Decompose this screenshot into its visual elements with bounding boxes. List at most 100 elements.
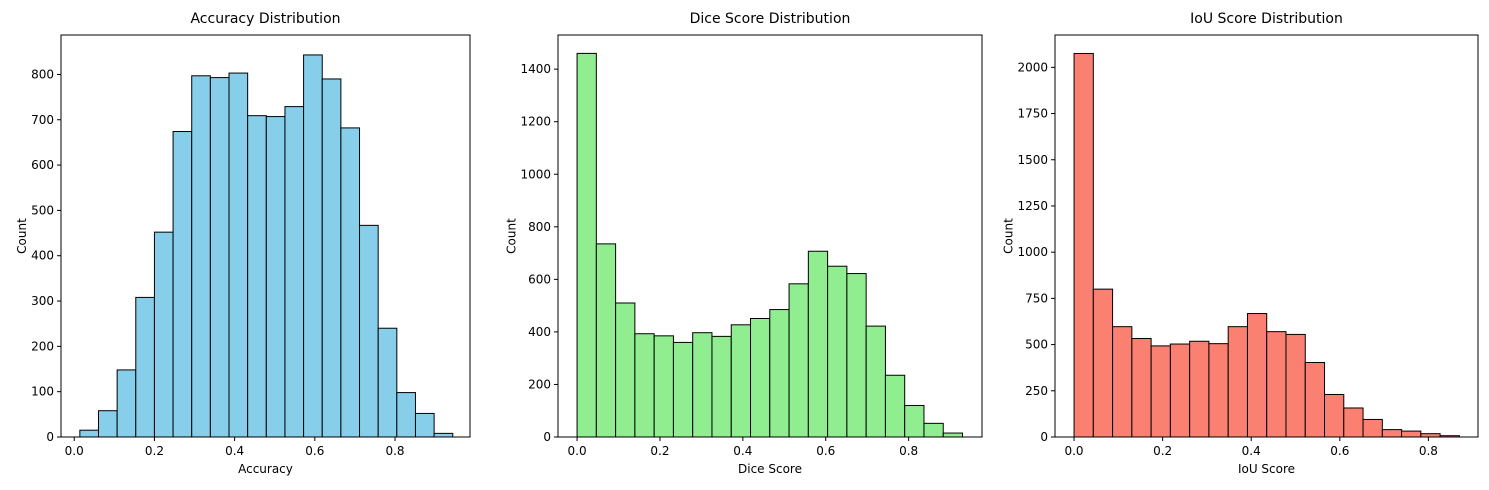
dice-axes-frame [557, 34, 983, 438]
dice-score-histogram: 0.0 0.2 0.4 0.6 0.8 0 200 400 600 800 1000 1200 1400… [505, 11, 983, 476]
iou-bar-16 [1381, 429, 1403, 438]
dice-bar-15 [865, 325, 886, 438]
iou-bar-6 [1189, 340, 1210, 438]
accuracy-ytick-label-7: 700 [31, 113, 54, 127]
accuracy-bar-4 [153, 231, 174, 438]
accuracy-bar-16 [377, 327, 398, 438]
dice-bar-11 [788, 283, 809, 438]
dice-bar-12 [807, 250, 829, 438]
accuracy-bar-7 [209, 77, 230, 438]
accuracy-ytick-label-3: 300 [31, 294, 54, 308]
iou-xtick-label-1: 0.2 [1153, 444, 1172, 458]
accuracy-bar-8 [228, 72, 249, 438]
dice-bar-19 [942, 432, 964, 438]
iou-bar-8 [1227, 326, 1248, 438]
dice-ytick-label-5: 1000 [520, 167, 551, 181]
iou-bar-1 [1092, 288, 1114, 438]
accuracy-bar-19 [433, 432, 454, 438]
iou-ytick-label-1: 250 [1025, 384, 1048, 398]
iou-bar-9 [1246, 313, 1268, 438]
accuracy-x-axis-label: Accuracy [238, 462, 293, 476]
accuracy-xtick-label-2: 0.4 [225, 444, 244, 458]
dice-ytick-label-1: 200 [528, 377, 551, 391]
iou-ytick-label-6: 1500 [1017, 153, 1048, 167]
iou-bar-12 [1304, 362, 1326, 438]
dice-bar-17 [904, 404, 925, 438]
accuracy-ytick-label-8: 800 [31, 67, 54, 81]
iou-bar-10 [1266, 331, 1287, 438]
accuracy-bar-15 [359, 224, 379, 438]
dice-bar-2 [615, 302, 636, 438]
accuracy-bar-12 [303, 54, 323, 438]
dice-xtick-label-2: 0.4 [733, 444, 752, 458]
dice-ytick-label-4: 800 [528, 220, 551, 234]
accuracy-ytick-label-6: 600 [31, 158, 54, 172]
accuracy-bar-6 [191, 75, 211, 438]
iou-xtick-label-4: 0.8 [1419, 444, 1438, 458]
accuracy-ytick-label-1: 100 [31, 385, 54, 399]
iou-ytick-label-8: 2000 [1017, 60, 1048, 74]
iou-ytick-label-7: 1750 [1017, 107, 1048, 121]
dice-ytick-label-3: 600 [528, 272, 551, 286]
dice-y-axis-label: Count [505, 218, 519, 254]
dice-bar-14 [846, 273, 867, 438]
dice-bar-6 [692, 332, 713, 438]
iou-bar-4 [1150, 345, 1171, 438]
accuracy-bar-17 [396, 392, 416, 438]
dice-bar-9 [750, 318, 771, 438]
accuracy-bar-13 [321, 78, 342, 438]
dice-ytick-label-2: 400 [528, 325, 551, 339]
iou-bar-15 [1362, 418, 1383, 438]
dice-bar-5 [672, 341, 694, 438]
iou-ytick-label-4: 1000 [1017, 245, 1048, 259]
dice-xtick-label-1: 0.2 [650, 444, 669, 458]
iou-x-axis-label: IoU Score [1238, 462, 1295, 476]
dice-chart-title: Dice Score Distribution [690, 11, 851, 27]
iou-chart-title: IoU Score Distribution [1190, 11, 1343, 27]
dice-xtick-label-3: 0.6 [816, 444, 835, 458]
dice-bar-7 [711, 335, 732, 438]
iou-bar-11 [1285, 333, 1306, 438]
accuracy-y-axis-label: Count [15, 218, 29, 254]
iou-ytick-label-3: 750 [1025, 291, 1048, 305]
iou-bar-2 [1112, 326, 1133, 438]
dice-ytick-label-6: 1200 [520, 115, 551, 129]
dice-bar-13 [827, 265, 848, 438]
iou-ytick-label-5: 1250 [1017, 199, 1048, 213]
dice-bar-0 [576, 52, 597, 438]
accuracy-xtick-label-4: 0.8 [385, 444, 404, 458]
iou-bar-17 [1401, 430, 1422, 438]
accuracy-xtick-label-1: 0.2 [145, 444, 164, 458]
accuracy-xtick-label-0: 0.0 [65, 444, 84, 458]
accuracy-bar-11 [284, 106, 305, 438]
accuracy-ytick-label-4: 400 [31, 249, 54, 263]
dice-x-axis-label: Dice Score [738, 462, 802, 476]
accuracy-xtick-label-3: 0.6 [305, 444, 324, 458]
iou-ytick-label-2: 500 [1025, 338, 1048, 352]
accuracy-axes-frame [60, 34, 471, 438]
iou-ytick-label-0: 0 [1040, 430, 1048, 444]
accuracy-ytick-label-0: 0 [46, 430, 54, 444]
dice-ytick-label-0: 0 [543, 430, 551, 444]
iou-xtick-label-2: 0.4 [1242, 444, 1261, 458]
iou-score-histogram: 0.0 0.2 0.4 0.6 0.8 0 250 500 750 1000 1250 1500 175… [1002, 11, 1479, 476]
accuracy-bar-18 [414, 412, 435, 438]
dice-bar-10 [769, 309, 790, 438]
accuracy-bar-3 [135, 296, 155, 438]
dice-bar-3 [634, 333, 655, 438]
accuracy-chart-title: Accuracy Distribution [190, 11, 340, 27]
accuracy-histogram: 0.0 0.2 0.4 0.6 0.8 0 100 200 300 400 500 600 700 800… [15, 11, 471, 476]
accuracy-bar-14 [340, 127, 361, 438]
accuracy-bar-10 [265, 116, 286, 438]
iou-y-axis-label: Count [1002, 218, 1016, 254]
accuracy-ytick-label-2: 200 [31, 339, 54, 353]
dice-bar-8 [730, 324, 752, 438]
iou-bar-13 [1324, 393, 1345, 438]
iou-bar-14 [1343, 407, 1364, 438]
accuracy-bar-0 [79, 429, 99, 438]
dice-bar-1 [595, 243, 617, 438]
dice-bar-18 [923, 422, 944, 438]
iou-xtick-label-3: 0.6 [1330, 444, 1349, 458]
accuracy-bar-1 [97, 410, 118, 438]
